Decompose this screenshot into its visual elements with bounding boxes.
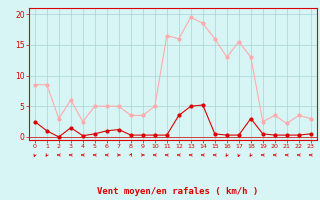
Text: Vent moyen/en rafales ( km/h ): Vent moyen/en rafales ( km/h ) (97, 187, 258, 196)
